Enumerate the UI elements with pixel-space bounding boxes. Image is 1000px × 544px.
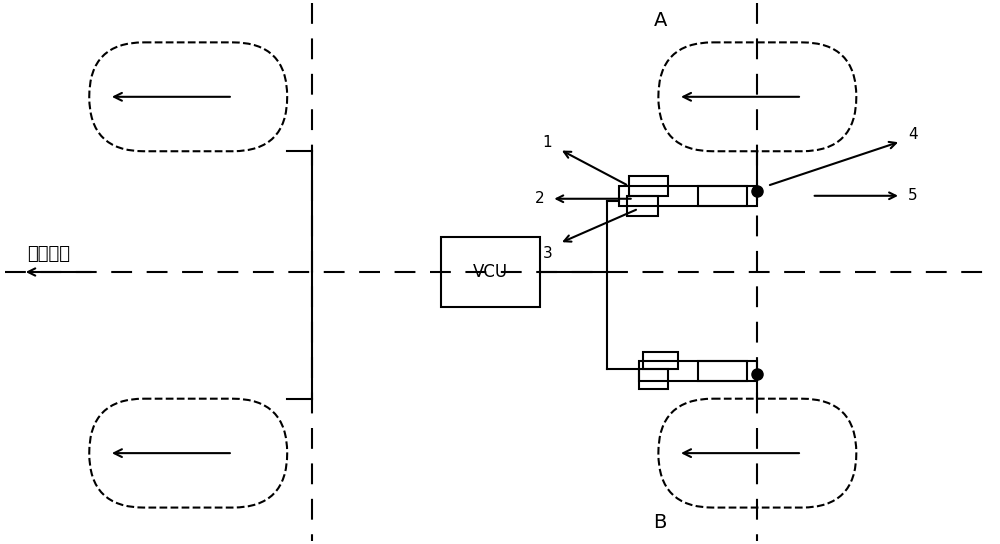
Text: 3: 3 <box>543 246 552 261</box>
Bar <box>698 186 757 206</box>
Bar <box>639 361 747 381</box>
Text: A: A <box>653 11 667 30</box>
Text: 2: 2 <box>535 191 544 206</box>
Text: B: B <box>653 512 667 531</box>
Text: 5: 5 <box>908 188 918 203</box>
Bar <box>639 369 668 389</box>
Bar <box>629 176 668 196</box>
Bar <box>643 352 678 369</box>
Bar <box>627 196 658 215</box>
Text: 1: 1 <box>543 135 552 150</box>
Bar <box>441 237 540 307</box>
Text: VCU: VCU <box>473 263 508 281</box>
Text: 4: 4 <box>908 127 918 142</box>
Bar <box>619 186 747 206</box>
Bar <box>698 361 757 381</box>
Text: 行驶方向: 行驶方向 <box>27 245 70 263</box>
